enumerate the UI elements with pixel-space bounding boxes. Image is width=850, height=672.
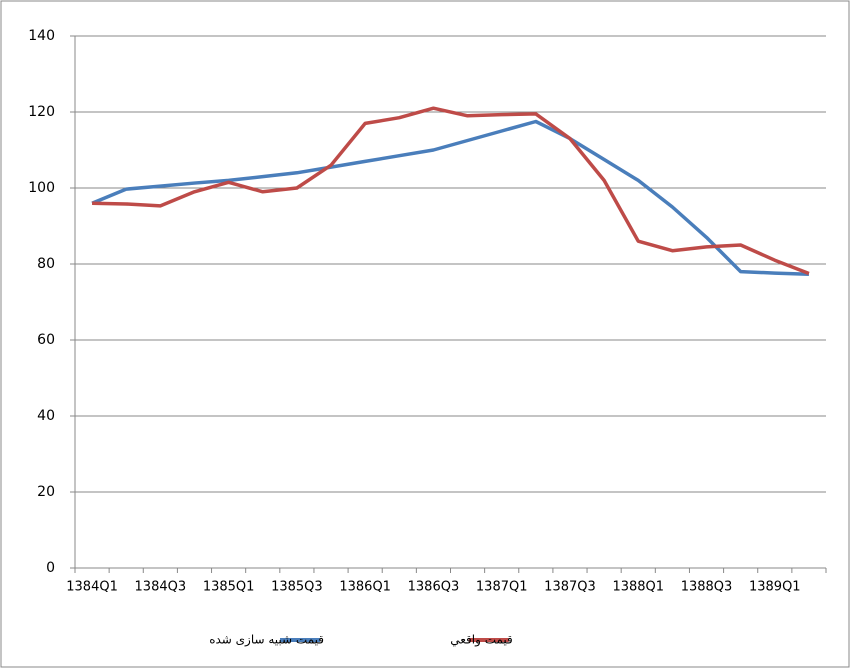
legend-label: قیمت شبیه سازی شده bbox=[209, 633, 324, 648]
y-tick-label: 60 bbox=[37, 332, 55, 348]
y-tick-label: 100 bbox=[28, 180, 55, 196]
x-tick-label: 1385Q3 bbox=[271, 580, 323, 595]
y-tick-label: 20 bbox=[37, 484, 55, 500]
x-tick-label: 1388Q1 bbox=[612, 580, 664, 595]
y-tick-label: 120 bbox=[28, 104, 55, 120]
x-tick-label: 1389Q1 bbox=[749, 580, 801, 595]
y-tick-label: 40 bbox=[37, 408, 55, 424]
x-tick-label: 1387Q1 bbox=[476, 580, 528, 595]
legend-label: قیمت واقعي bbox=[450, 633, 513, 648]
y-tick-label: 80 bbox=[37, 256, 55, 272]
series-line bbox=[92, 106, 810, 276]
y-tick-label: 140 bbox=[28, 28, 55, 44]
x-tick-label: 1384Q3 bbox=[135, 580, 187, 595]
x-tick-label: 1387Q3 bbox=[544, 580, 596, 595]
series-line bbox=[91, 119, 809, 277]
x-tick-label: 1388Q3 bbox=[681, 580, 733, 595]
x-tick-label: 1385Q1 bbox=[203, 580, 255, 595]
x-tick-label: 1386Q1 bbox=[339, 580, 391, 595]
y-tick-label: 0 bbox=[46, 560, 55, 576]
x-tick-label: 1384Q1 bbox=[66, 580, 118, 595]
x-tick-label: 1386Q3 bbox=[408, 580, 460, 595]
